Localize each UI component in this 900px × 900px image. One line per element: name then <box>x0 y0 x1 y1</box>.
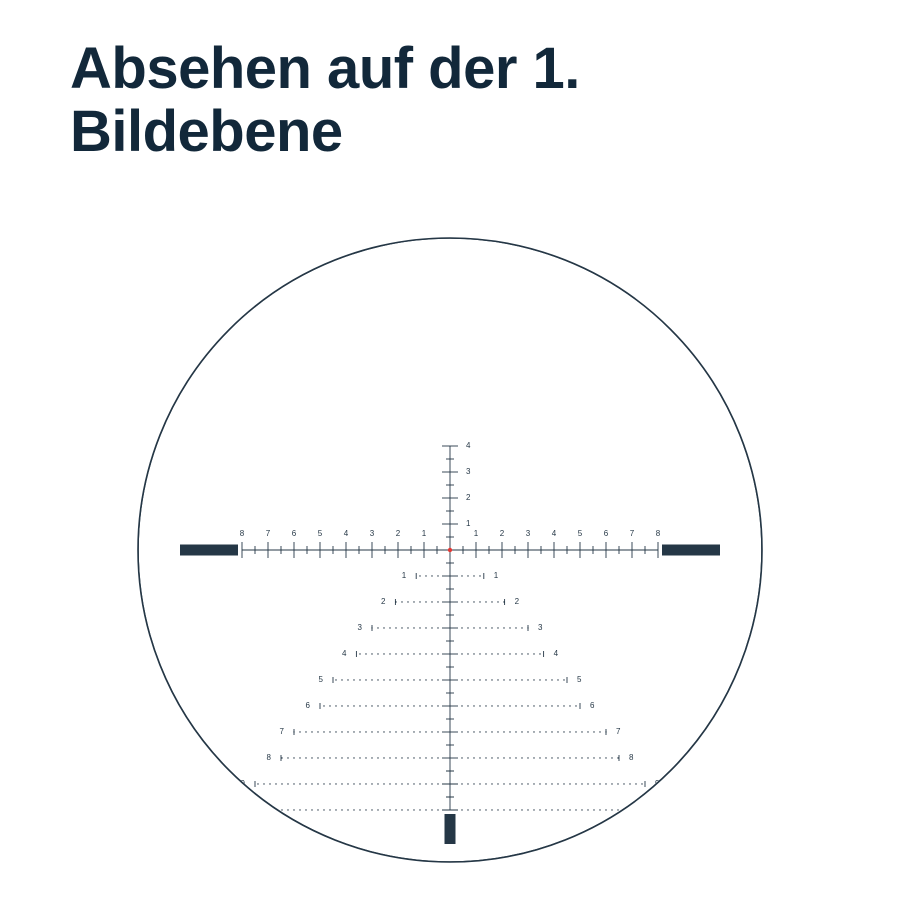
svg-text:4: 4 <box>342 649 347 658</box>
page-title: Absehen auf der 1. Bildebene <box>70 38 580 163</box>
svg-text:10: 10 <box>223 805 232 814</box>
svg-text:2: 2 <box>396 529 401 538</box>
svg-text:4: 4 <box>554 649 559 658</box>
reticle-diagram: 1122334455667788123411223344556677889910… <box>130 230 770 870</box>
svg-text:4: 4 <box>552 529 557 538</box>
svg-text:3: 3 <box>370 529 375 538</box>
svg-text:8: 8 <box>656 529 661 538</box>
svg-text:5: 5 <box>319 675 324 684</box>
svg-text:7: 7 <box>280 727 285 736</box>
svg-text:5: 5 <box>318 529 323 538</box>
svg-text:7: 7 <box>616 727 621 736</box>
svg-text:1: 1 <box>494 571 499 580</box>
svg-text:1: 1 <box>474 529 479 538</box>
svg-text:8: 8 <box>240 529 245 538</box>
svg-text:8: 8 <box>629 753 634 762</box>
svg-text:3: 3 <box>358 623 363 632</box>
svg-text:2: 2 <box>381 597 386 606</box>
svg-text:4: 4 <box>466 441 471 450</box>
svg-text:5: 5 <box>578 529 583 538</box>
svg-text:7: 7 <box>630 529 635 538</box>
svg-text:1: 1 <box>422 529 427 538</box>
svg-text:6: 6 <box>604 529 609 538</box>
svg-text:1: 1 <box>402 571 407 580</box>
svg-text:2: 2 <box>515 597 520 606</box>
svg-text:5: 5 <box>577 675 582 684</box>
svg-text:10: 10 <box>668 805 677 814</box>
title-line-2: Bildebene <box>70 99 343 164</box>
svg-text:6: 6 <box>590 701 595 710</box>
svg-text:2: 2 <box>500 529 505 538</box>
svg-text:3: 3 <box>466 467 471 476</box>
reticle-svg: 1122334455667788123411223344556677889910… <box>130 230 770 870</box>
svg-text:8: 8 <box>267 753 272 762</box>
svg-text:1: 1 <box>466 519 471 528</box>
svg-text:3: 3 <box>538 623 543 632</box>
svg-text:2: 2 <box>466 493 471 502</box>
title-line-1: Absehen auf der 1. <box>70 36 580 101</box>
svg-text:6: 6 <box>306 701 311 710</box>
svg-text:7: 7 <box>266 529 271 538</box>
svg-text:3: 3 <box>526 529 531 538</box>
svg-text:4: 4 <box>344 529 349 538</box>
svg-text:6: 6 <box>292 529 297 538</box>
